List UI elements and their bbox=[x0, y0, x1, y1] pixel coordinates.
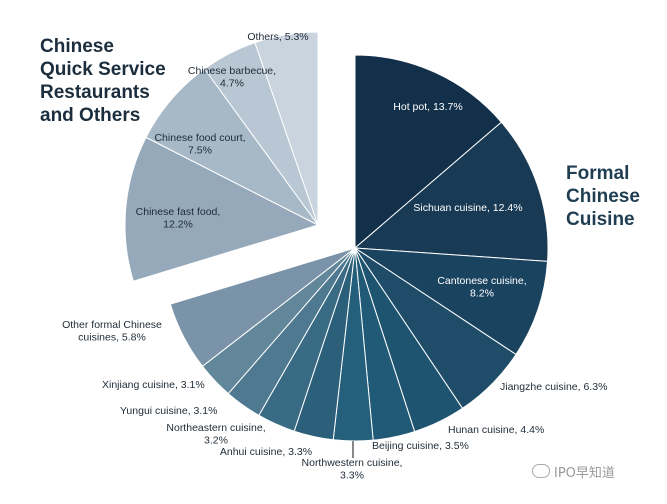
group-title-formal-cuisine-line-0: Formal bbox=[566, 163, 630, 184]
watermark: IPO早知道 bbox=[532, 462, 615, 481]
label-beijing-cuisine: Beijing cuisine, 3.5% bbox=[372, 440, 469, 452]
label-others: Others, 5.3% bbox=[247, 31, 308, 43]
label-sichuan-cuisine: Sichuan cuisine, 12.4% bbox=[413, 202, 522, 214]
group-title-quick-service-line-1: Quick Service bbox=[40, 59, 166, 80]
label-northeastern-cuisine: Northeastern cuisine, 3.2% bbox=[166, 422, 265, 447]
label-chinese-fast-food: Chinese fast food, 12.2% bbox=[136, 206, 221, 231]
group-title-formal-cuisine-line-1: Chinese bbox=[566, 186, 640, 207]
group-title-quick-service-line-3: and Others bbox=[40, 105, 141, 126]
slice-sichuan-cuisine bbox=[353, 121, 549, 262]
slice-others bbox=[254, 31, 319, 226]
group-title-quick-service: Chinese Quick Service Restaurants and Other… bbox=[40, 35, 240, 127]
label-anhui-cuisine: Anhui cuisine, 3.3% bbox=[220, 446, 312, 458]
label-hunan-cuisine: Hunan cuisine, 4.4% bbox=[448, 424, 544, 436]
wechat-icon bbox=[532, 464, 550, 478]
slice-cantonese-cuisine bbox=[353, 247, 549, 356]
label-jiangzhe-cuisine: Jiangzhe cuisine, 6.3% bbox=[500, 381, 607, 393]
group-title-formal-cuisine: Formal Chinese Cuisine bbox=[566, 162, 666, 231]
label-other-formal-chinese-cuisines: Other formal Chinese cuisines, 5.8% bbox=[62, 319, 162, 344]
label-chinese-food-court: Chinese food court, 7.5% bbox=[154, 132, 245, 157]
slice-hot-pot bbox=[354, 54, 503, 250]
label-xinjiang-cuisine: Xinjiang cuisine, 3.1% bbox=[102, 379, 205, 391]
slice-other-formal-chinese-cuisines bbox=[169, 247, 356, 367]
label-northwestern-cuisine: Northwestern cuisine, 3.3% bbox=[302, 457, 403, 482]
group-title-quick-service-line-0: Chinese bbox=[40, 36, 114, 57]
group-title-formal-cuisine-line-2: Cuisine bbox=[566, 209, 635, 230]
watermark-text: IPO早知道 bbox=[554, 466, 615, 481]
label-cantonese-cuisine: Cantonese cuisine, 8.2% bbox=[437, 275, 526, 300]
group-title-quick-service-line-2: Restaurants bbox=[40, 82, 150, 103]
slice-chinese-fast-food bbox=[124, 136, 320, 282]
label-chinese-barbecue: Chinese barbecue, 4.7% bbox=[188, 65, 276, 90]
label-hot-pot: Hot pot, 13.7% bbox=[393, 101, 462, 113]
label-yungui-cuisine: Yungui cuisine, 3.1% bbox=[120, 405, 217, 417]
